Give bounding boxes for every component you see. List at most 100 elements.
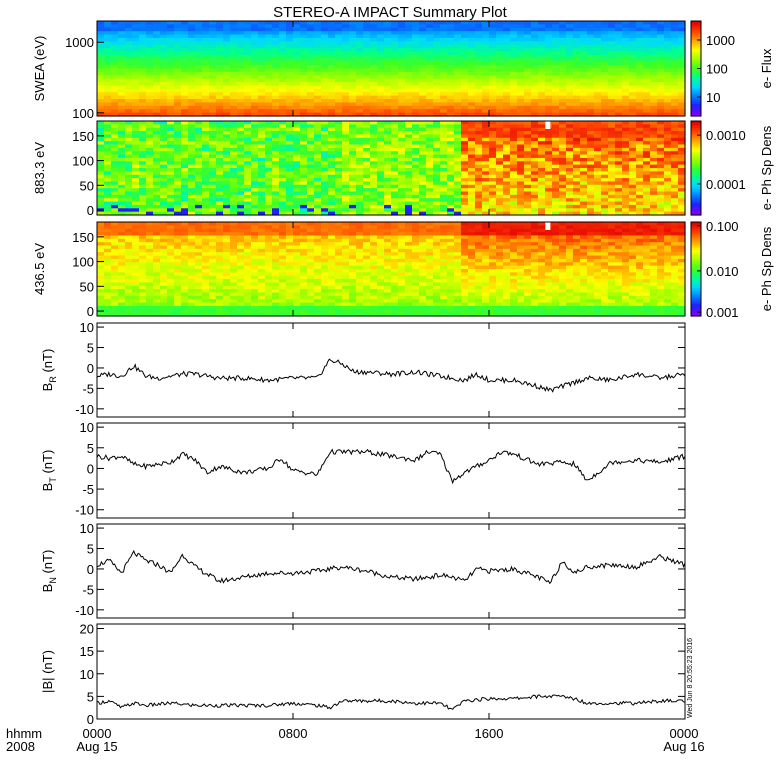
heatmap-0-cell: [132, 24, 140, 29]
heatmap-1-cell: [566, 131, 574, 136]
heatmap-0-cell: [286, 41, 294, 46]
heatmap-1-cell: [384, 137, 392, 142]
heatmap-1-cell: [223, 178, 231, 183]
heatmap-0-cell: [286, 61, 294, 66]
heatmap-1-cell: [671, 188, 679, 193]
heatmap-1-cell: [650, 131, 658, 136]
heatmap-1-cell: [545, 127, 553, 132]
heatmap-1-cell: [503, 154, 511, 159]
heatmap-0-cell: [447, 71, 455, 76]
heatmap-1-cell: [139, 127, 147, 132]
heatmap-0-cell: [181, 41, 189, 46]
heatmap-1-cell: [237, 198, 245, 203]
heatmap-1-cell: [342, 194, 350, 199]
heatmap-1-cell: [356, 191, 364, 196]
heatmap-1-cell: [146, 141, 154, 146]
heatmap-1-cell: [230, 181, 238, 186]
heatmap-1-cell: [559, 141, 567, 146]
heatmap-1-cell: [650, 154, 658, 159]
heatmap-1-cell: [328, 164, 336, 169]
heatmap-0-cell: [230, 82, 238, 87]
heatmap-1-cell: [398, 201, 406, 206]
heatmap-1-cell: [398, 151, 406, 156]
heatmap-0-cell: [342, 37, 350, 42]
heatmap-0-cell: [258, 82, 266, 87]
heatmap-1-cell: [482, 198, 490, 203]
heatmap-1-cell: [412, 191, 420, 196]
heatmap-0-cell: [307, 112, 315, 117]
heatmap-1-cell: [398, 157, 406, 162]
heatmap-1-cell: [496, 201, 504, 206]
heatmap-0-cell: [342, 75, 350, 80]
heatmap-1-cell: [636, 131, 644, 136]
heatmap-0-cell: [664, 68, 672, 73]
heatmap-1-cell: [671, 171, 679, 176]
heatmap-1-cell: [342, 184, 350, 189]
heatmap-0-cell: [293, 41, 301, 46]
heatmap-0-cell: [398, 95, 406, 100]
heatmap-0-cell: [160, 37, 168, 42]
heatmap-1-cell: [384, 198, 392, 203]
heatmap-1-cell: [580, 181, 588, 186]
heatmap-1-cell: [307, 178, 315, 183]
heatmap-0-cell: [419, 99, 427, 104]
heatmap-1-cell: [657, 127, 665, 132]
heatmap-0-cell: [440, 95, 448, 100]
heatmap-1-cell: [307, 144, 315, 149]
heatmap-0-cell: [370, 31, 378, 36]
heatmap-0-cell: [482, 34, 490, 39]
heatmap-0-cell: [195, 54, 203, 59]
heatmap-0-cell: [97, 48, 105, 53]
heatmap-0-cell: [335, 61, 343, 66]
heatmap-0-cell: [265, 68, 273, 73]
heatmap-1-cell: [461, 137, 469, 142]
heatmap-0-cell: [538, 34, 546, 39]
heatmap-0-cell: [251, 88, 259, 93]
heatmap-0-cell: [447, 68, 455, 73]
heatmap-1-cell: [503, 131, 511, 136]
heatmap-0-cell: [230, 27, 238, 32]
heatmap-0-cell: [475, 112, 483, 117]
heatmap-1-cell: [167, 134, 175, 139]
heatmap-0-cell: [461, 65, 469, 70]
heatmap-1-cell: [594, 168, 602, 172]
heatmap-1-cell: [370, 208, 378, 213]
heatmap-1-cell: [559, 164, 567, 169]
heatmap-1-cell: [636, 171, 644, 176]
heatmap-0-cell: [272, 21, 280, 25]
heatmap-0-cell: [671, 82, 679, 87]
heatmap-0-cell: [517, 51, 525, 56]
heatmap-1-cell: [601, 188, 609, 193]
heatmap-1-cell: [349, 154, 357, 159]
heatmap-1-cell: [440, 171, 448, 176]
colorbar-1-band: [691, 139, 701, 143]
heatmap-1-cell: [195, 174, 203, 179]
heatmap-0-cell: [657, 112, 665, 117]
heatmap-0-cell: [475, 65, 483, 70]
heatmap-0-cell: [468, 88, 476, 93]
heatmap-0-cell: [412, 21, 420, 25]
heatmap-0-cell: [118, 112, 126, 117]
heatmap-0-cell: [370, 61, 378, 66]
heatmap-0-cell: [440, 78, 448, 83]
heatmap-0-cell: [433, 85, 441, 90]
heatmap-1-cell: [335, 134, 343, 139]
heatmap-1-cell: [342, 171, 350, 176]
heatmap-0-cell: [405, 102, 413, 107]
heatmap-0-cell: [265, 105, 273, 110]
heatmap-1-cell: [188, 131, 196, 136]
heatmap-0-cell: [258, 54, 266, 59]
heatmap-1-cell: [377, 124, 385, 129]
heatmap-1-cell: [230, 174, 238, 179]
heatmap-0-cell: [538, 21, 546, 25]
heatmap-1-cell: [272, 208, 280, 213]
heatmap-0-cell: [440, 48, 448, 53]
heatmap-1-cell: [251, 184, 259, 189]
heatmap-1-cell: [118, 157, 126, 162]
heatmap-1-cell: [391, 154, 399, 159]
heatmap-0-cell: [580, 41, 588, 46]
heatmap-0-cell: [545, 68, 553, 73]
heatmap-0-cell: [97, 24, 105, 29]
heatmap-0-cell: [244, 65, 252, 70]
heatmap-0-cell: [517, 54, 525, 59]
